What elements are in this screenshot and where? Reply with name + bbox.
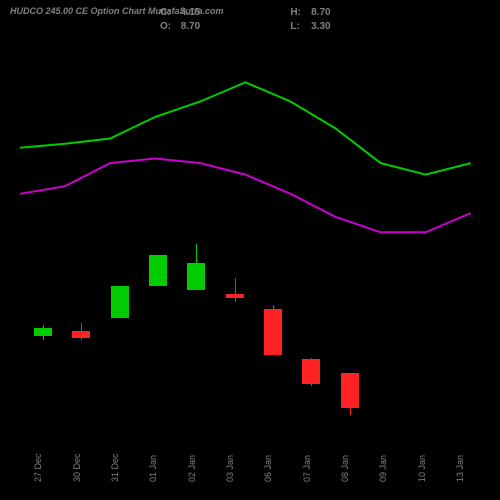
candle-body — [111, 286, 129, 318]
x-axis-label: 02 Jan — [187, 455, 197, 482]
indicator-lines — [20, 40, 480, 440]
candle-body — [34, 328, 52, 336]
x-axis-label: 08 Jan — [340, 455, 350, 482]
x-axis-label: 09 Jan — [378, 455, 388, 482]
x-axis-label: 07 Jan — [302, 455, 312, 482]
ohlc-l-value: 3.30 — [311, 20, 345, 34]
x-axis-label: 30 Dec — [72, 453, 82, 482]
candle-body — [302, 359, 320, 384]
ohlc-h-value: 8.70 — [311, 6, 345, 20]
x-axis-label: 01 Jan — [148, 455, 158, 482]
ohlc-l-label: L: — [290, 20, 308, 34]
candle-wick — [235, 278, 236, 301]
ohlc-h-label: H: — [290, 6, 308, 20]
x-axis-label: 27 Dec — [33, 453, 43, 482]
x-axis-label: 10 Jan — [417, 455, 427, 482]
x-axis-label: 13 Jan — [455, 455, 465, 482]
candle-body — [341, 373, 359, 408]
x-axis-label: 03 Jan — [225, 455, 235, 482]
candle-body — [264, 309, 282, 355]
indicator-line-upper — [20, 82, 471, 174]
candle-body — [72, 331, 90, 338]
ohlc-readout: C: 4.15 H: 8.70 O: 8.70 L: 3.30 — [160, 6, 345, 34]
chart-container: HUDCO 245.00 CE Option Chart MunafaSutra… — [0, 0, 500, 500]
x-axis-label: 31 Dec — [110, 453, 120, 482]
ohlc-o-value: 8.70 — [181, 20, 215, 34]
candle-body — [187, 263, 205, 290]
plot-area — [20, 40, 480, 440]
x-axis-label: 06 Jan — [263, 455, 273, 482]
ohlc-c-label: C: — [160, 6, 178, 20]
candle-body — [226, 294, 244, 298]
ohlc-c-value: 4.15 — [181, 6, 215, 20]
candle-body — [149, 255, 167, 286]
x-axis-labels: 27 Dec 30 Dec 31 Dec 01 Jan 02 Jan 03 Jan 06 J… — [20, 442, 480, 500]
ohlc-o-label: O: — [160, 20, 178, 34]
